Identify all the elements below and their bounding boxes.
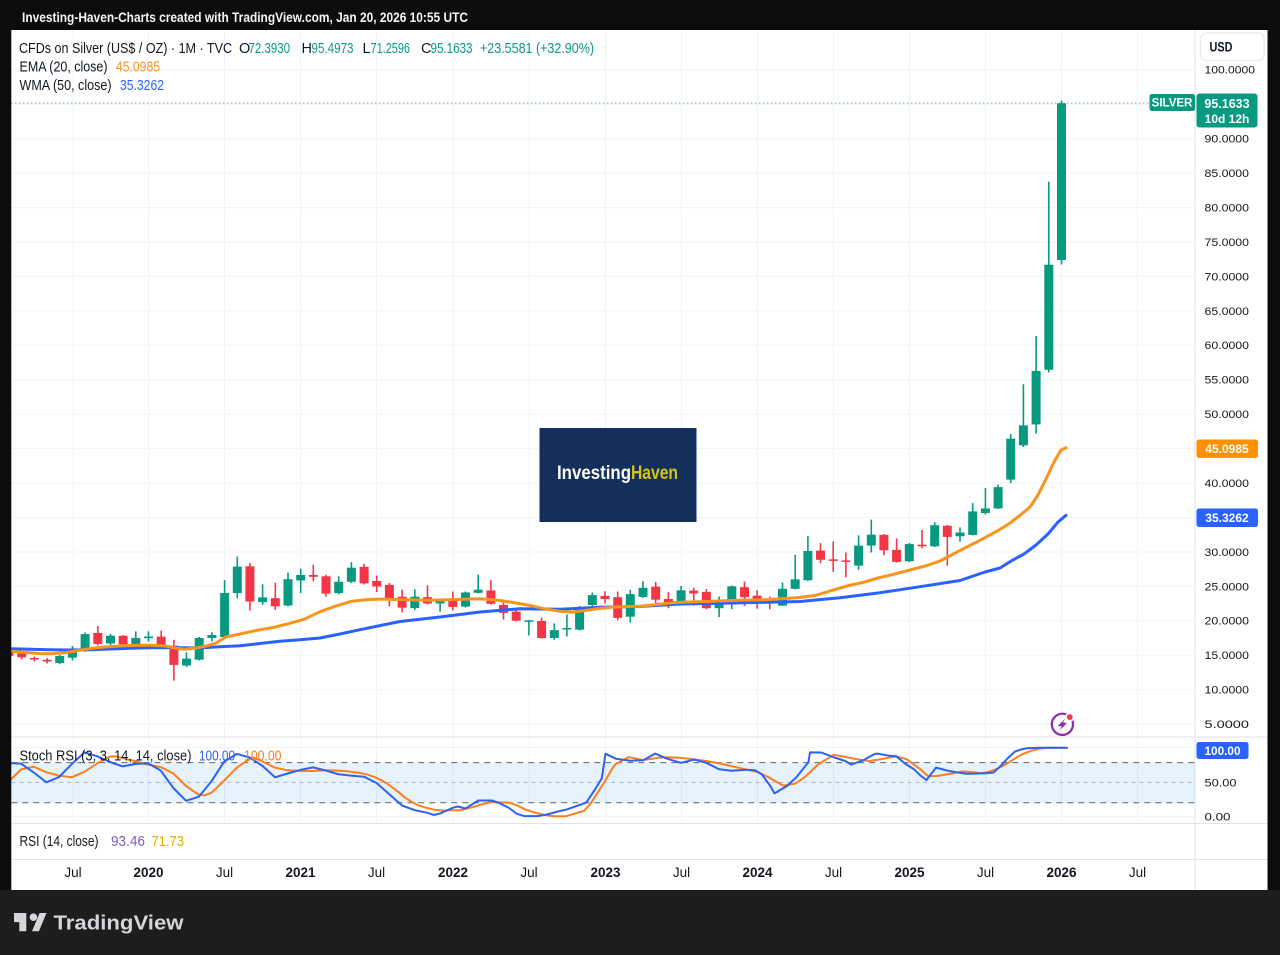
svg-text:Jul: Jul — [368, 865, 385, 880]
svg-text:45.0985: 45.0985 — [116, 60, 160, 76]
svg-text:2023: 2023 — [590, 865, 621, 880]
svg-text:80.0000: 80.0000 — [1205, 203, 1250, 215]
svg-text:65.0000: 65.0000 — [1205, 306, 1250, 318]
svg-text:TradingView: TradingView — [54, 912, 184, 935]
svg-text:Jul: Jul — [977, 865, 994, 880]
svg-text:70.0000: 70.0000 — [1205, 271, 1250, 283]
svg-text:O: O — [239, 41, 250, 57]
svg-text:USD: USD — [1210, 40, 1233, 55]
svg-text:30.0000: 30.0000 — [1205, 547, 1250, 559]
svg-text:Jul: Jul — [825, 865, 842, 880]
svg-text:Jul: Jul — [1129, 865, 1146, 880]
svg-text:2024: 2024 — [742, 865, 773, 880]
svg-text:5.0000: 5.0000 — [1205, 719, 1250, 731]
svg-text:0.00: 0.00 — [1205, 812, 1231, 824]
svg-text:Jul: Jul — [216, 865, 233, 880]
svg-text:40.0000: 40.0000 — [1205, 478, 1250, 490]
svg-text:93.46: 93.46 — [111, 834, 145, 850]
svg-text:95.1633: 95.1633 — [1204, 97, 1249, 111]
svg-text:100.00: 100.00 — [199, 749, 235, 765]
svg-text:100.00: 100.00 — [244, 749, 282, 765]
svg-text:45.0985: 45.0985 — [1205, 442, 1249, 456]
svg-text:10.0000: 10.0000 — [1205, 685, 1250, 697]
svg-text:55.0000: 55.0000 — [1205, 375, 1250, 387]
svg-text:2025: 2025 — [894, 865, 925, 880]
svg-text:2022: 2022 — [438, 865, 468, 880]
svg-text:Jul: Jul — [64, 865, 81, 880]
svg-text:2020: 2020 — [133, 865, 163, 880]
svg-text:50.0000: 50.0000 — [1205, 409, 1250, 421]
svg-text:EMA (20, close): EMA (20, close) — [20, 60, 108, 76]
svg-text:75.0000: 75.0000 — [1205, 237, 1250, 249]
svg-text:35.3262: 35.3262 — [1205, 511, 1249, 525]
svg-text:100.0000: 100.0000 — [1205, 65, 1256, 77]
svg-text:RSI (14, close): RSI (14, close) — [20, 834, 99, 850]
svg-text:+23.5581 (+32.90%): +23.5581 (+32.90%) — [480, 41, 594, 57]
svg-text:10d 12h: 10d 12h — [1205, 112, 1250, 126]
svg-text:95.1633: 95.1633 — [431, 41, 473, 57]
svg-text:95.4973: 95.4973 — [312, 41, 354, 57]
svg-text:Stoch RSI (3, 3, 14, 14, close: Stoch RSI (3, 3, 14, 14, close) — [20, 749, 192, 765]
svg-text:WMA (50, close): WMA (50, close) — [20, 78, 112, 94]
svg-text:2021: 2021 — [285, 865, 316, 880]
svg-text:Jul: Jul — [673, 865, 690, 880]
svg-text:35.3262: 35.3262 — [120, 78, 164, 94]
svg-text:85.0000: 85.0000 — [1205, 168, 1250, 180]
svg-text:SILVER: SILVER — [1152, 98, 1193, 110]
svg-text:15.0000: 15.0000 — [1205, 650, 1250, 662]
svg-text:20.0000: 20.0000 — [1205, 616, 1250, 628]
svg-text:Jul: Jul — [520, 865, 537, 880]
svg-text:CFDs on Silver (US$ / OZ) · 1M: CFDs on Silver (US$ / OZ) · 1M · TVC — [19, 41, 232, 57]
svg-text:71.2596: 71.2596 — [371, 41, 411, 57]
svg-text:Investing: Investing — [557, 463, 631, 484]
svg-text:2026: 2026 — [1046, 865, 1077, 880]
svg-text:H: H — [302, 41, 312, 57]
svg-text:25.0000: 25.0000 — [1205, 581, 1250, 593]
svg-text:Investing-Haven-Charts created: Investing-Haven-Charts created with Trad… — [22, 10, 468, 25]
svg-text:L: L — [363, 41, 371, 57]
svg-text:71.73: 71.73 — [152, 834, 185, 850]
svg-text:72.3930: 72.3930 — [249, 41, 291, 57]
svg-text:90.0000: 90.0000 — [1205, 134, 1250, 146]
svg-text:100.00: 100.00 — [1205, 744, 1241, 758]
svg-text:C: C — [421, 41, 431, 57]
svg-text:60.0000: 60.0000 — [1205, 340, 1250, 352]
svg-text:50.00: 50.00 — [1205, 778, 1237, 790]
svg-text:Haven: Haven — [631, 463, 678, 484]
